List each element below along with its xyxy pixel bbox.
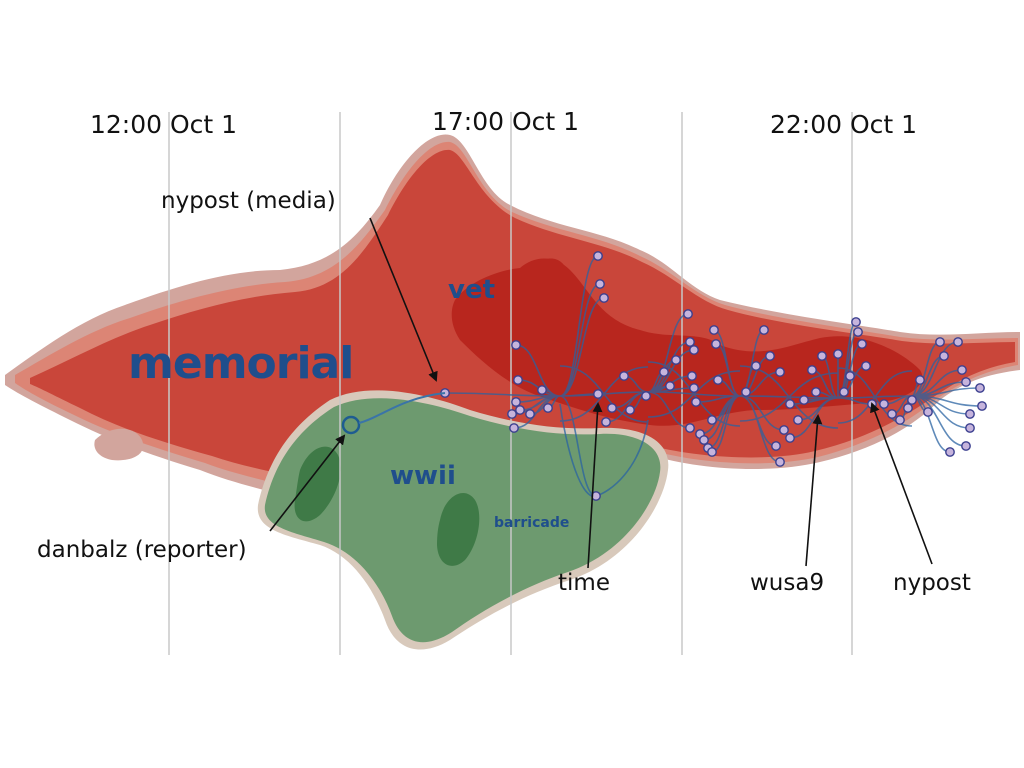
- network-node: [707, 447, 717, 457]
- annotation-arrow: [870, 402, 933, 565]
- network-node: [775, 457, 785, 467]
- minor-topic-blob: [94, 428, 144, 461]
- network-node: [741, 387, 751, 397]
- network-node: [839, 387, 849, 397]
- network-node: [857, 339, 867, 349]
- annotation-danbalz: danbalz (reporter): [37, 537, 247, 563]
- network-node: [593, 389, 603, 399]
- network-node: [879, 399, 889, 409]
- network-node: [625, 405, 635, 415]
- danbalz-to-nypost-edge: [358, 392, 446, 424]
- network-node: [707, 415, 717, 425]
- network-node: [833, 349, 843, 359]
- network-node: [775, 367, 785, 377]
- network-node: [853, 327, 863, 337]
- annotation-time: time: [558, 570, 610, 596]
- danbalz-node: [341, 415, 361, 435]
- network-node: [511, 397, 521, 407]
- network-node: [799, 395, 809, 405]
- annotation-arrow: [369, 217, 438, 382]
- network-node: [961, 377, 971, 387]
- network-node: [793, 415, 803, 425]
- network-node: [687, 371, 697, 381]
- topic-label-wwii: wwii: [390, 461, 456, 491]
- network-node: [513, 375, 523, 385]
- network-node: [977, 401, 987, 411]
- wwii-stream-core-left: [294, 446, 341, 522]
- network-node: [785, 399, 795, 409]
- network-node: [709, 325, 719, 335]
- network-node: [537, 385, 547, 395]
- network-node: [601, 417, 611, 427]
- network-node: [515, 405, 525, 415]
- network-node: [779, 425, 789, 435]
- topic-label-memorial: memorial: [128, 338, 353, 389]
- network-node: [671, 355, 681, 365]
- network-node: [713, 375, 723, 385]
- network-node: [685, 337, 695, 347]
- network-node: [691, 397, 701, 407]
- network-node: [785, 433, 795, 443]
- wwii-stream-core-center: [437, 492, 480, 566]
- network-node: [895, 415, 905, 425]
- network-node: [975, 383, 985, 393]
- network-node: [935, 337, 945, 347]
- network-node: [683, 309, 693, 319]
- memorial-stream-core-2: [537, 258, 569, 302]
- network-node: [887, 409, 897, 419]
- topic-label-barricade: barricade: [494, 515, 569, 531]
- network-node: [939, 351, 949, 361]
- network-node: [811, 387, 821, 397]
- network-node: [903, 403, 913, 413]
- network-node: [771, 441, 781, 451]
- network-node: [689, 383, 699, 393]
- network-node: [509, 423, 519, 433]
- network-node: [817, 351, 827, 361]
- network-node: [953, 337, 963, 347]
- network-node: [751, 361, 761, 371]
- network-node: [699, 435, 709, 445]
- network-node: [543, 403, 553, 413]
- network-node: [923, 407, 933, 417]
- network-node: [507, 409, 517, 419]
- network-node: [619, 371, 629, 381]
- network-node: [711, 339, 721, 349]
- network-node: [665, 381, 675, 391]
- network-node: [961, 441, 971, 451]
- network-node: [595, 279, 605, 289]
- network-node: [861, 361, 871, 371]
- network-node: [689, 345, 699, 355]
- topic-label-vet: vet: [448, 275, 495, 305]
- wwii-stream: [257, 390, 669, 650]
- network-node: [915, 375, 925, 385]
- network-node: [845, 371, 855, 381]
- annotation-wusa9: wusa9: [750, 570, 824, 596]
- annotation-arrow: [805, 414, 823, 567]
- network-node: [765, 351, 775, 361]
- network-node: [965, 409, 975, 419]
- network-node: [593, 251, 603, 261]
- network-node: [807, 365, 817, 375]
- network-node: [957, 365, 967, 375]
- network-node: [685, 423, 695, 433]
- network-node: [659, 367, 669, 377]
- network-node: [599, 293, 609, 303]
- annotation-nypost-media: nypost (media): [161, 188, 336, 214]
- network-node: [525, 409, 535, 419]
- network-node: [759, 325, 769, 335]
- network-node: [607, 403, 617, 413]
- network-node: [511, 340, 521, 350]
- network-node: [945, 447, 955, 457]
- annotation-nypost: nypost: [893, 570, 971, 596]
- time-label: 17:00 Oct 1: [432, 107, 579, 136]
- network-node: [907, 395, 917, 405]
- annotation-arrow: [587, 402, 603, 569]
- network-node: [965, 423, 975, 433]
- time-label: 22:00 Oct 1: [770, 110, 917, 139]
- annotation-arrow: [269, 434, 346, 532]
- network-node: [851, 317, 861, 327]
- network-node: [641, 391, 651, 401]
- time-label: 12:00 Oct 1: [90, 110, 237, 139]
